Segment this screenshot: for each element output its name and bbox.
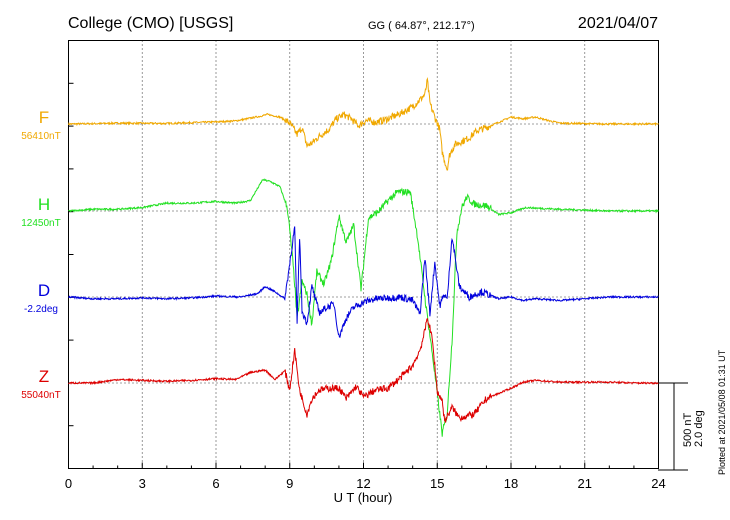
x-tick-label: 24 — [651, 476, 665, 491]
x-tick-label: 21 — [578, 476, 592, 491]
x-tick-label: 9 — [286, 476, 293, 491]
plotted-note: Plotted at 2021/05/08 01:31 UT — [717, 349, 727, 475]
series-baseline-z: 55040nT — [21, 390, 60, 401]
series-name-h: H — [38, 195, 50, 214]
x-tick-label: 18 — [504, 476, 518, 491]
x-tick-label: 0 — [65, 476, 72, 491]
series-name-d: D — [38, 281, 50, 300]
axis-ticks — [68, 82, 659, 469]
x-axis-label: U T (hour) — [334, 490, 393, 505]
station-coords: GG ( 64.87°, 212.17°) — [368, 20, 475, 32]
series-baseline-h: 12450nT — [21, 218, 60, 229]
trace-z — [68, 317, 659, 423]
trace-d — [68, 226, 659, 339]
series-baseline-f: 56410nT — [21, 131, 60, 142]
series-name-z: Z — [39, 367, 49, 386]
x-tick-labels: 0 3 6 9 12 15 18 21 24 — [65, 476, 666, 491]
traces — [68, 76, 659, 437]
x-tick-label: 3 — [139, 476, 146, 491]
scale-bar-nt: 500 nT — [682, 412, 694, 447]
x-tick-label: 6 — [212, 476, 219, 491]
trace-f — [68, 76, 659, 171]
station-title: College (CMO) [USGS] — [68, 15, 233, 32]
grid-lines — [68, 40, 659, 469]
scale-bar-deg: 2.0 deg — [693, 410, 705, 447]
scale-bar: 500 nT 2.0 deg — [658, 382, 705, 471]
trace-h — [68, 178, 659, 437]
x-tick-label: 15 — [430, 476, 444, 491]
x-tick-label: 12 — [356, 476, 370, 491]
series-labels: F 56410nT H 12450nT D -2.2deg Z 55040nT — [21, 108, 60, 401]
series-baseline-d: -2.2deg — [24, 304, 58, 315]
chart-date: 2021/04/07 — [578, 15, 658, 32]
series-name-f: F — [39, 108, 49, 127]
